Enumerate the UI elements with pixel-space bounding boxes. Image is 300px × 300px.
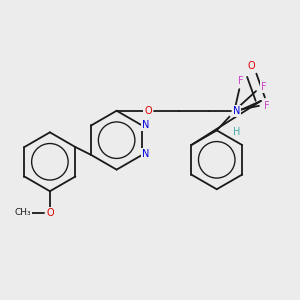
Text: N: N [142,121,150,130]
Text: O: O [144,106,152,116]
Text: CH₃: CH₃ [14,208,31,217]
Text: N: N [233,106,240,116]
Text: N: N [142,149,150,159]
Text: H: H [233,127,240,137]
Text: F: F [264,101,270,111]
Text: F: F [261,82,267,92]
Text: O: O [46,208,54,218]
Text: O: O [247,61,255,70]
Text: F: F [238,76,244,86]
